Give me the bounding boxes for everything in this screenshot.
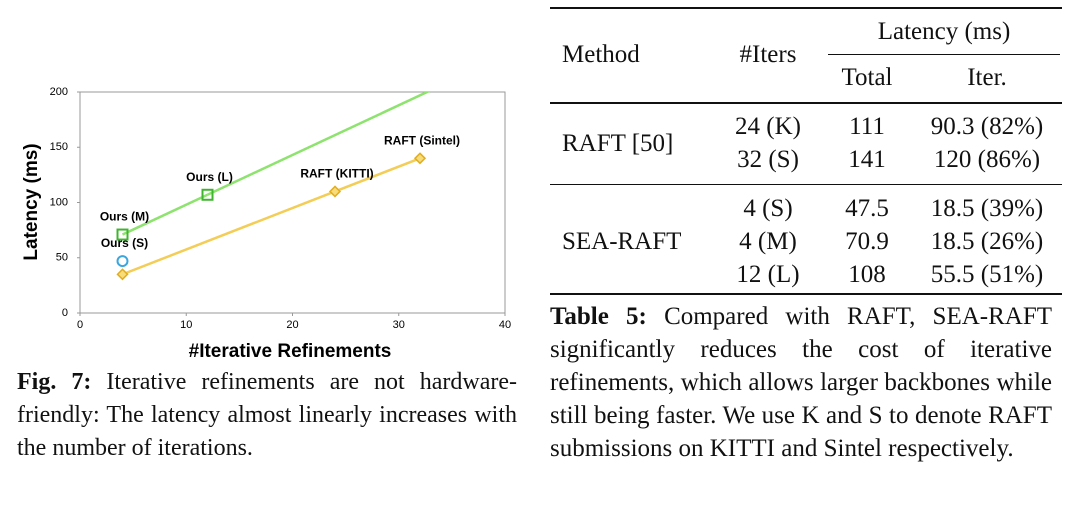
x-tick-label: 30 [393, 319, 405, 331]
table-cell: 120 (86%) [933, 146, 1041, 173]
point-label: Ours (S) [101, 236, 148, 250]
y-axis-label: Latency (ms) [21, 143, 42, 260]
table-cell: 24 (K) [735, 113, 801, 140]
y-tick-label: 0 [62, 307, 68, 319]
y-tick-label: 150 [50, 141, 68, 153]
table-cell: 4 (S) [743, 195, 793, 222]
point-label: RAFT (KITTI) [300, 167, 373, 181]
y-tick-label: 200 [50, 86, 68, 98]
x-tick-label: 0 [77, 319, 83, 331]
table-cell: 4 (M) [739, 228, 797, 255]
series-line [122, 157, 421, 276]
marker [328, 185, 342, 198]
table-cell: 18.5 (26%) [930, 228, 1044, 255]
marker [201, 188, 214, 201]
caption-label: Table 5: [550, 303, 647, 330]
table-cell: 70.9 [845, 228, 889, 255]
y-tick-label: 100 [50, 196, 68, 208]
point-label: RAFT (Sintel) [384, 133, 460, 147]
column-header: Total [841, 64, 893, 91]
x-tick-label: 20 [286, 319, 298, 331]
row-group-label: SEA-RAFT [562, 228, 682, 255]
column-header: #Iters [739, 41, 797, 68]
table-rule [550, 7, 1062, 9]
row-group-label: RAFT [50] [562, 129, 674, 157]
column-header: Latency (ms) [877, 18, 1011, 45]
column-header: Method [562, 41, 640, 68]
point-label: Ours (M) [100, 210, 149, 224]
caption-text: Compared with RAFT, SEA-RAFT significant… [550, 303, 1053, 462]
series-line [121, 193, 209, 236]
table-cell: 47.5 [845, 195, 889, 222]
table-cell: 111 [849, 113, 885, 140]
marker [116, 255, 129, 268]
marker [413, 152, 427, 165]
column-header: Iter. [967, 64, 1007, 91]
table-caption: Table 5: Compared with RAFT, SEA-RAFT si… [550, 300, 1052, 465]
table-cell: 141 [848, 146, 886, 173]
caption-label: Fig. 7: [17, 369, 92, 395]
caption-text: Iterative refinements are not hardware-f… [17, 369, 518, 461]
plot-frame [79, 91, 506, 314]
chart: #Iterative Refinements Latency (ms) 0 10 2… [21, 86, 511, 362]
table-rule [828, 54, 1060, 55]
table-cell: 12 (L) [736, 261, 800, 288]
marker [116, 268, 129, 281]
x-tick-label: 40 [499, 319, 511, 331]
y-tick-label: 50 [56, 252, 68, 264]
table-cell: 90.3 (82%) [930, 113, 1044, 140]
x-tick-label: 10 [180, 319, 192, 331]
table-cell: 32 (S) [737, 146, 799, 173]
trend-extension [206, 92, 431, 196]
point-label: Ours (L) [186, 170, 233, 184]
table-rule [550, 293, 1062, 295]
table-cell: 108 [848, 261, 886, 288]
figure-caption: Fig. 7: Iterative refinements are not ha… [17, 366, 517, 465]
table-cell: 55.5 (51%) [930, 261, 1044, 288]
x-axis-label: #Iterative Refinements [189, 341, 392, 362]
marker [116, 228, 129, 241]
table-rule [550, 102, 1062, 104]
table-cell: 18.5 (39%) [930, 195, 1044, 222]
table-rule [550, 184, 1062, 185]
